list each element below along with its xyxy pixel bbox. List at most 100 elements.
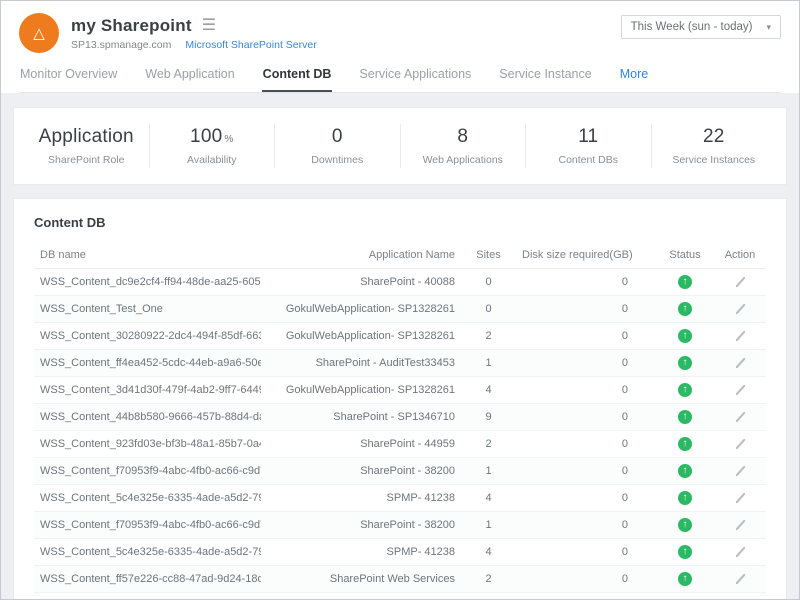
table-row: WSS_Content_Test_One GokulWebApplication-… (34, 295, 766, 323)
db-name-cell: WSS_Content_Test_One (34, 295, 261, 323)
action-cell (714, 565, 766, 593)
db-name-cell: WSS_Content_ff4ea452-5cdc-44eb-a9a6-50e1… (34, 349, 261, 377)
application-name-cell: SPMP- 41238 (261, 484, 461, 512)
sites-cell: 9 (461, 403, 516, 431)
edit-pencil-icon[interactable] (734, 411, 746, 423)
edit-pencil-icon[interactable] (734, 465, 746, 477)
server-type-link[interactable]: Microsoft SharePoint Server (185, 38, 317, 51)
application-name-cell: SharePoint - SP1346710 (261, 403, 461, 431)
table-row: WSS_Content_923fd03e-bf3b-48a1-85b7-0a4d… (34, 430, 766, 458)
status-cell: ↑ (656, 430, 714, 458)
tab-content-db[interactable]: Content DB (261, 63, 333, 92)
edit-pencil-icon[interactable] (734, 303, 746, 315)
page-body: Application SharePoint Role 100% Availabili… (1, 93, 799, 599)
status-up-icon: ↑ (678, 437, 692, 451)
stat-label: SharePoint Role (48, 154, 125, 166)
action-cell (714, 403, 766, 431)
db-name-cell: WSS_Content_30280922-2dc4-494f-85df-6630… (34, 322, 261, 350)
edit-pencil-icon[interactable] (734, 519, 746, 531)
status-up-icon: ↑ (678, 383, 692, 397)
tab-web-application[interactable]: Web Application (145, 67, 235, 81)
table-row: WSS_Content_dc9e2cf4-ff94-48de-aa25-6051… (34, 268, 766, 296)
tab-bar: Monitor Overview Web Application Content D… (19, 63, 781, 93)
table-row: WSS_Content_ff57e226-cc88-47ad-9d24-18d1… (34, 565, 766, 593)
sites-cell: 0 (461, 295, 516, 323)
action-cell (714, 295, 766, 323)
stat-value: 0 (331, 126, 343, 147)
db-name-cell: WSS_Content_923fd03e-bf3b-48a1-85b7-0a4d… (34, 430, 261, 458)
application-name-cell: SPMP- 41238 (261, 592, 461, 599)
db-name-cell: WSS_Content_44b8b580-9666-457b-88d4-da9e… (34, 403, 261, 431)
edit-pencil-icon[interactable] (734, 357, 746, 369)
application-name-cell: SPMP- 41238 (261, 538, 461, 566)
status-up-icon: ↑ (678, 545, 692, 559)
status-up-icon: ↑ (678, 356, 692, 370)
status-up-icon: ↑ (678, 410, 692, 424)
status-up-icon: ↑ (678, 518, 692, 532)
edit-pencil-icon[interactable] (734, 384, 746, 396)
db-name-cell: WSS_Content_5c4e325e-6335-4ade-a5d2-792a… (34, 538, 261, 566)
summary-stats-card: Application SharePoint Role 100% Availabili… (13, 107, 787, 185)
column-header-action: Action (714, 242, 766, 269)
column-header-status: Status (656, 242, 714, 269)
stat-service-instances: 22 Service Instances (652, 124, 777, 168)
disk-size-cell: 0 (516, 376, 656, 404)
table-row: WSS_Content_30280922-2dc4-494f-85df-6630… (34, 322, 766, 350)
action-cell (714, 268, 766, 296)
page-title: my Sharepoint (71, 15, 192, 35)
status-cell: ↑ (656, 457, 714, 485)
disk-size-cell: 0 (516, 295, 656, 323)
db-name-cell: WSS_Content_3d41d30f-479f-4ab2-9ff7-6449… (34, 376, 261, 404)
edit-pencil-icon[interactable] (734, 546, 746, 558)
status-cell: ↑ (656, 538, 714, 566)
disk-size-cell: 0 (516, 403, 656, 431)
status-cell: ↑ (656, 484, 714, 512)
stat-label: Web Applications (422, 154, 503, 166)
sites-cell: 4 (461, 376, 516, 404)
content-db-card: Content DB DB name Application Name Sites D… (13, 198, 787, 599)
status-up-icon: ↑ (678, 464, 692, 478)
stat-value: 8 (457, 126, 469, 147)
disk-size-cell: 0 (516, 592, 656, 599)
stat-web-applications: 8 Web Applications (401, 124, 526, 168)
table-row: WSS_Content_GokulSPMP- 4123800↑ (34, 592, 766, 599)
sites-cell: 0 (461, 268, 516, 296)
sites-cell: 2 (461, 565, 516, 593)
edit-pencil-icon[interactable] (734, 276, 746, 288)
status-cell: ↑ (656, 268, 714, 296)
disk-size-cell: 0 (516, 457, 656, 485)
sites-cell: 1 (461, 349, 516, 377)
application-name-cell: GokulWebApplication- SP1328261 (261, 322, 461, 350)
disk-size-cell: 0 (516, 268, 656, 296)
stat-value: 11 (578, 126, 599, 147)
edit-pencil-icon[interactable] (734, 438, 746, 450)
edit-pencil-icon[interactable] (734, 492, 746, 504)
stat-downtimes: 0 Downtimes (275, 124, 401, 168)
tab-monitor-overview[interactable]: Monitor Overview (20, 67, 118, 81)
time-period-dropdown[interactable]: This Week (sun - today) ▾ (620, 15, 781, 39)
tab-service-applications[interactable]: Service Applications (359, 67, 472, 81)
sites-cell: 0 (461, 592, 516, 599)
edit-pencil-icon[interactable] (734, 573, 746, 585)
disk-size-cell: 0 (516, 565, 656, 593)
stat-label: Content DBs (558, 154, 619, 166)
stat-label: Service Instances (672, 154, 756, 166)
status-up-icon: ↑ (678, 275, 692, 289)
tab-more[interactable]: More (619, 67, 649, 81)
column-header-db-name: DB name (34, 242, 261, 269)
sharepoint-monitor-logo: △ (19, 13, 59, 53)
header: △ my Sharepoint ☰ SP13.spmanage.com Micr… (1, 1, 799, 93)
stat-value: 22 (702, 126, 725, 147)
column-header-application-name: Application Name (261, 242, 461, 269)
hamburger-menu-icon[interactable]: ☰ (201, 16, 217, 34)
disk-size-cell: 0 (516, 484, 656, 512)
edit-pencil-icon[interactable] (734, 330, 746, 342)
application-name-cell: SharePoint Web Services (261, 565, 461, 593)
table-body: WSS_Content_dc9e2cf4-ff94-48de-aa25-6051… (34, 268, 766, 599)
application-name-cell: SharePoint - 40088 (261, 268, 461, 296)
status-cell: ↑ (656, 349, 714, 377)
action-cell (714, 349, 766, 377)
column-header-disk-size-required-gb-: Disk size required(GB) (516, 242, 656, 269)
stat-suffix: % (224, 134, 234, 145)
tab-service-instance[interactable]: Service Instance (499, 67, 592, 81)
